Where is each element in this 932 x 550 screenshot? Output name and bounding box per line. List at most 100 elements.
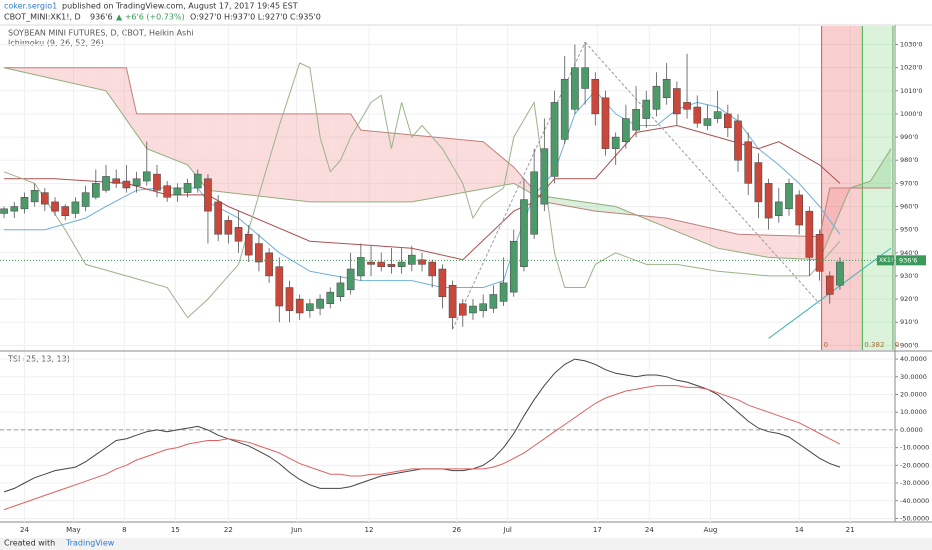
candle-body: [102, 176, 110, 191]
cloud-fill: [141, 113, 145, 146]
cloud-fill: [592, 203, 596, 212]
cloud-fill: [98, 67, 101, 90]
cloud-fill: [600, 204, 603, 212]
candle-body: [571, 67, 579, 110]
cloud-fill: [337, 113, 341, 202]
cloud-fill: [845, 188, 848, 200]
cloud-fill: [447, 138, 451, 196]
y-tick-label: 40.0000: [900, 355, 927, 363]
cloud-fill: [659, 217, 662, 226]
cloud-fill: [264, 113, 267, 197]
cloud-fill: [559, 198, 563, 206]
cloud-fill: [235, 113, 239, 194]
cloud-fill: [246, 113, 249, 195]
x-tick-label: 24: [20, 526, 29, 534]
cloud-fill: [735, 233, 739, 252]
cloud-fill: [174, 113, 178, 161]
candle-body: [469, 305, 477, 314]
footer-brand[interactable]: TradingView: [65, 539, 115, 548]
cloud-fill: [355, 122, 359, 202]
cloud-fill: [248, 113, 252, 196]
cloud-fill: [669, 218, 672, 230]
candle-body: [683, 102, 691, 110]
cloud-fill: [783, 235, 787, 259]
price-tag: [896, 255, 926, 266]
candle-body: [71, 201, 80, 214]
symbol-tag: [877, 255, 894, 266]
cloud-fill: [745, 234, 749, 254]
y-tick-label: 910'0: [900, 318, 918, 326]
cloud-fill: [567, 199, 570, 207]
cloud-fill: [681, 221, 685, 235]
cloud-fill: [404, 134, 407, 202]
candle-body: [662, 78, 671, 98]
candle-body: [479, 303, 487, 311]
cloud-fill: [508, 162, 512, 185]
cloud-fill: [457, 139, 461, 194]
cloud-fill: [455, 139, 458, 195]
cloud-fill: [266, 113, 270, 198]
cloud-fill: [439, 137, 443, 197]
cloud-fill: [878, 164, 881, 188]
candle-body: [316, 298, 324, 309]
cloud-fill: [689, 223, 693, 238]
y-tick-label: 20.0000: [900, 391, 927, 399]
x-tick-label: Jun: [290, 526, 302, 534]
cloud-fill: [766, 235, 769, 258]
cloud-fill: [172, 113, 175, 160]
author-link[interactable]: coker.sergio1: [4, 2, 57, 11]
cloud-fill: [715, 229, 718, 249]
cloud-fill: [75, 67, 78, 85]
cloud-fill: [190, 113, 193, 172]
cloud-fill: [470, 140, 473, 192]
cloud-fill: [485, 143, 489, 189]
cloud-fill: [164, 113, 168, 157]
cloud-fill: [128, 79, 132, 127]
cloud-fill: [37, 67, 40, 76]
candle-body: [163, 185, 171, 198]
cloud-fill: [24, 67, 28, 73]
candle-body: [265, 252, 273, 277]
cloud-fill: [740, 234, 744, 253]
cloud-fill: [381, 132, 384, 202]
cloud-fill: [444, 138, 448, 196]
candle-body: [560, 78, 569, 140]
cloud-fill: [185, 113, 188, 165]
y-tick-label: 940'0: [900, 249, 918, 257]
cloud-fill: [475, 140, 479, 191]
cloud-fill: [577, 201, 581, 209]
cloud-fill: [77, 67, 81, 86]
cloud-fill: [437, 137, 440, 198]
cloud-fill: [755, 234, 759, 256]
cloud-fill: [373, 131, 377, 202]
cloud-fill: [704, 226, 708, 245]
cloud-fill: [460, 139, 463, 194]
candle-body: [275, 266, 284, 307]
cloud-fill: [363, 130, 366, 202]
cloud-fill: [671, 219, 675, 231]
cloud-fill: [388, 132, 392, 202]
cloud-fill: [602, 204, 606, 213]
candle-body: [530, 171, 538, 235]
candle-body: [550, 102, 559, 177]
candle-body: [438, 268, 447, 298]
cloud-fill: [613, 206, 616, 214]
cloud-fill: [760, 234, 764, 257]
cloud-fill: [791, 235, 795, 259]
candle-body: [92, 183, 100, 198]
cloud-fill: [139, 113, 142, 142]
cloud-fill: [47, 67, 50, 79]
candle-body: [30, 190, 39, 203]
cloud-fill: [207, 113, 211, 191]
cloud-fill: [424, 136, 428, 200]
cloud-fill: [83, 67, 86, 87]
cloud-fill: [827, 188, 830, 242]
cloud-fill: [796, 235, 800, 259]
candle-body: [285, 287, 294, 311]
cloud-fill: [289, 113, 293, 200]
cloud-fill: [218, 113, 221, 192]
cloud-fill: [29, 67, 33, 75]
cloud-fill: [697, 225, 700, 241]
candle-body: [408, 254, 416, 265]
